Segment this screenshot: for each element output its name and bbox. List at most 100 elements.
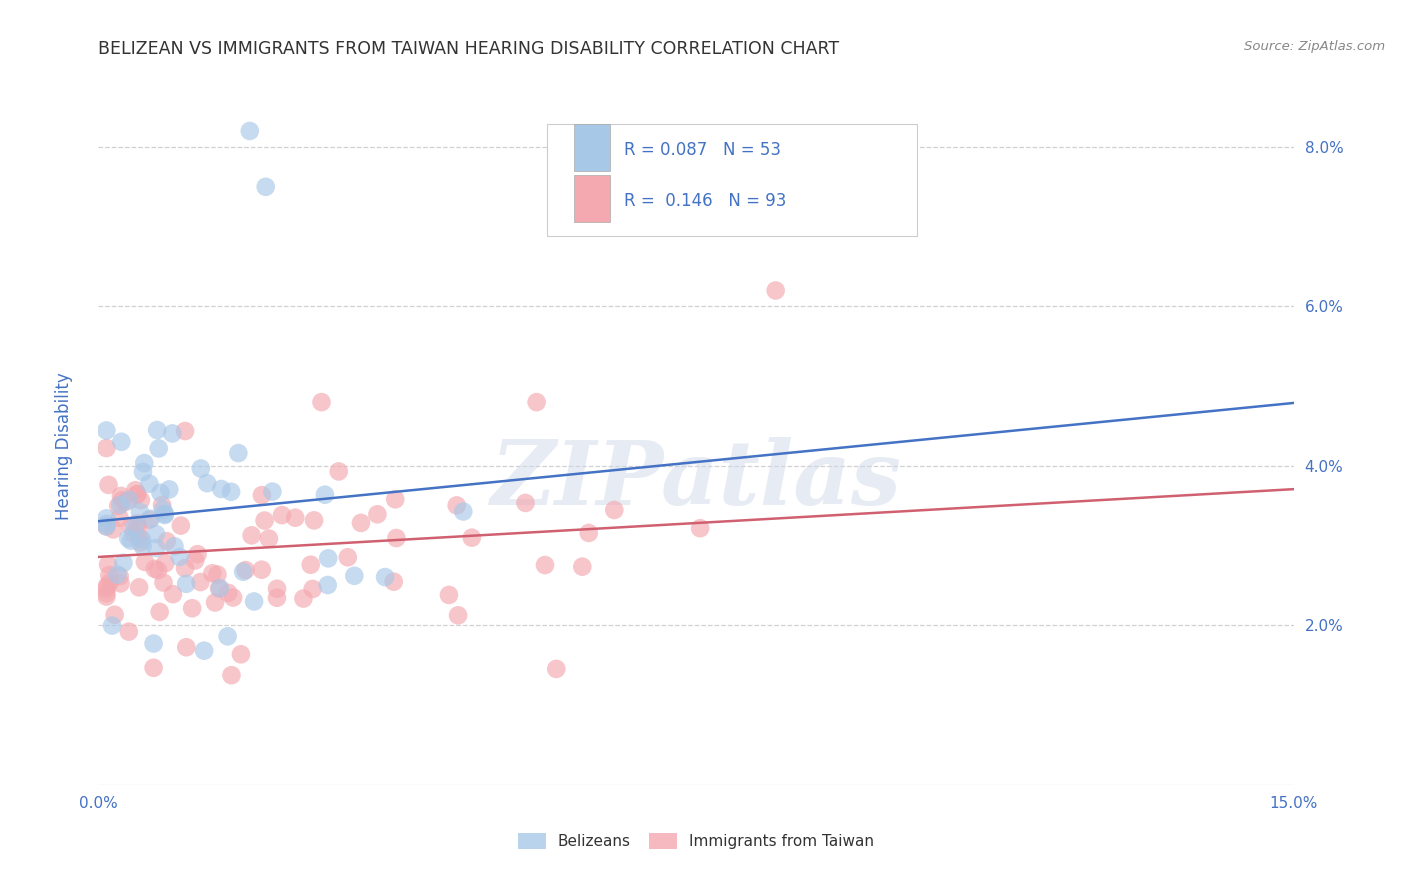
Point: [207, 567, 229, 582]
Point: [209, 482, 232, 496]
Point: [110, 434, 132, 449]
Point: [156, 534, 179, 549]
Point: [201, 566, 224, 581]
Point: [453, 504, 475, 518]
Point: [129, 505, 152, 519]
Point: [152, 502, 174, 516]
Point: [174, 577, 197, 591]
Point: [343, 569, 366, 583]
Point: [350, 516, 373, 530]
Point: [96, 579, 118, 593]
Point: [101, 618, 124, 632]
Point: [316, 551, 339, 566]
Text: R =  0.146   N = 93: R = 0.146 N = 93: [624, 192, 786, 210]
Point: [124, 520, 146, 534]
Point: [257, 532, 280, 546]
Point: [162, 426, 184, 441]
Point: [134, 555, 156, 569]
Point: [120, 533, 142, 548]
Point: [96, 590, 118, 604]
Point: [131, 539, 153, 553]
Text: Source: ZipAtlas.com: Source: ZipAtlas.com: [1244, 40, 1385, 54]
Point: [578, 525, 600, 540]
Point: [153, 507, 176, 521]
Point: [284, 510, 307, 524]
Point: [374, 570, 396, 584]
Point: [103, 522, 125, 536]
Point: [145, 527, 167, 541]
Point: [124, 483, 146, 498]
Point: [127, 516, 149, 531]
Point: [146, 563, 169, 577]
Point: [243, 594, 266, 608]
Point: [534, 558, 557, 572]
Point: [174, 424, 197, 438]
Point: [142, 636, 165, 650]
Point: [190, 575, 212, 590]
Point: [174, 561, 197, 575]
Point: [765, 284, 787, 298]
Point: [110, 489, 132, 503]
Point: [111, 493, 134, 508]
Point: [97, 478, 120, 492]
FancyBboxPatch shape: [574, 175, 610, 222]
Point: [115, 494, 138, 508]
Point: [174, 640, 197, 655]
Point: [138, 476, 160, 491]
Point: [96, 441, 118, 455]
Point: [96, 582, 118, 596]
Point: [336, 550, 359, 565]
Point: [153, 508, 176, 522]
Legend: Belizeans, Immigrants from Taiwan: Belizeans, Immigrants from Taiwan: [512, 827, 880, 855]
Point: [110, 498, 132, 512]
Point: [187, 547, 209, 561]
Point: [385, 531, 408, 545]
Point: [447, 608, 470, 623]
Point: [122, 527, 145, 541]
Point: [382, 574, 405, 589]
Point: [163, 539, 186, 553]
Point: [98, 568, 121, 582]
Point: [149, 605, 172, 619]
Point: [254, 179, 277, 194]
Point: [232, 565, 254, 579]
Point: [96, 586, 118, 600]
Point: [132, 465, 155, 479]
Point: [98, 575, 121, 590]
Text: ZIPatlas: ZIPatlas: [491, 437, 901, 523]
Point: [96, 516, 118, 531]
Point: [97, 558, 120, 572]
Point: [299, 558, 322, 572]
Point: [112, 556, 135, 570]
Point: [366, 508, 388, 522]
Point: [150, 498, 173, 512]
Point: [316, 578, 339, 592]
Point: [515, 496, 537, 510]
Point: [96, 519, 118, 533]
Point: [314, 488, 336, 502]
Point: [239, 124, 262, 138]
Point: [571, 559, 593, 574]
Point: [526, 395, 548, 409]
Point: [384, 492, 406, 507]
FancyBboxPatch shape: [574, 124, 610, 171]
Point: [262, 484, 284, 499]
Point: [128, 521, 150, 535]
Point: [222, 591, 245, 605]
Point: [221, 668, 243, 682]
Text: BELIZEAN VS IMMIGRANTS FROM TAIWAN HEARING DISABILITY CORRELATION CHART: BELIZEAN VS IMMIGRANTS FROM TAIWAN HEARI…: [98, 40, 839, 58]
Point: [108, 510, 131, 524]
Point: [152, 575, 174, 590]
Point: [240, 528, 263, 542]
Point: [253, 514, 276, 528]
Point: [250, 488, 273, 502]
Point: [139, 512, 162, 526]
Point: [169, 550, 191, 565]
Point: [217, 586, 239, 600]
Point: [250, 563, 273, 577]
Point: [193, 643, 215, 657]
Point: [148, 442, 170, 456]
Point: [301, 582, 323, 596]
Point: [546, 662, 568, 676]
Point: [266, 591, 288, 605]
